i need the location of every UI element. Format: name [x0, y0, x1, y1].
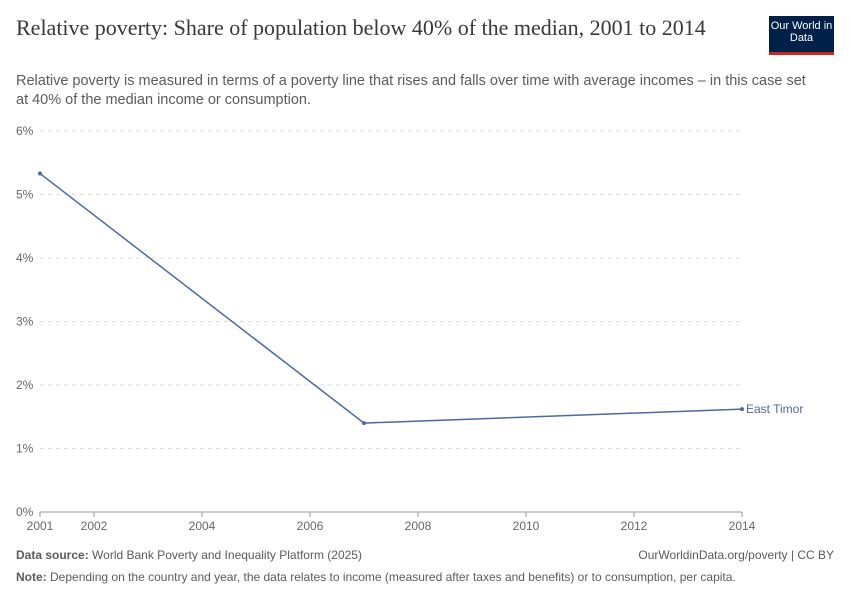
series-label: East Timor [746, 402, 803, 416]
chart-title: Relative poverty: Share of population be… [16, 15, 706, 40]
series-line [39, 172, 743, 424]
note: Note: Depending on the country and year,… [16, 570, 736, 584]
owid-logo[interactable]: Our World in Data [769, 16, 834, 55]
y-tick-label: 1% [16, 442, 34, 456]
y-tick-label: 3% [16, 315, 34, 329]
chart-subtitle: Relative poverty is measured in terms of… [16, 73, 806, 108]
source-label: Data source: [16, 548, 89, 562]
data-point [740, 407, 744, 412]
source-text: World Bank Poverty and Inequality Platfo… [92, 548, 362, 562]
x-tick-label: 2010 [513, 519, 540, 533]
line-chart: 0% 1% 2% 3% 4% 5% 6% 2001 2002 2004 2006 2008 2010 20… [16, 124, 803, 533]
x-tick-label: 2014 [729, 519, 756, 533]
source-link[interactable]: OurWorldinData.org/poverty | CC BY [638, 548, 834, 562]
y-tick-label: 4% [16, 251, 34, 265]
y-tick-label: 2% [16, 378, 34, 392]
y-tick-label: 6% [16, 124, 34, 138]
x-tick-label: 2008 [405, 519, 432, 533]
note-text: Depending on the country and year, the d… [50, 570, 736, 584]
y-tick-label: 5% [16, 188, 34, 202]
note-label: Note: [16, 570, 47, 584]
data-source: Data source: World Bank Poverty and Ineq… [16, 548, 362, 562]
data-point [38, 171, 42, 176]
x-tick-label: 2006 [297, 519, 324, 533]
x-tick-label: 2004 [189, 519, 216, 533]
x-tick-label: 2001 [27, 519, 54, 533]
y-tick-label: 0% [16, 505, 34, 519]
data-point [362, 421, 366, 426]
x-tick-label: 2012 [621, 519, 648, 533]
x-tick-label: 2002 [81, 519, 108, 533]
